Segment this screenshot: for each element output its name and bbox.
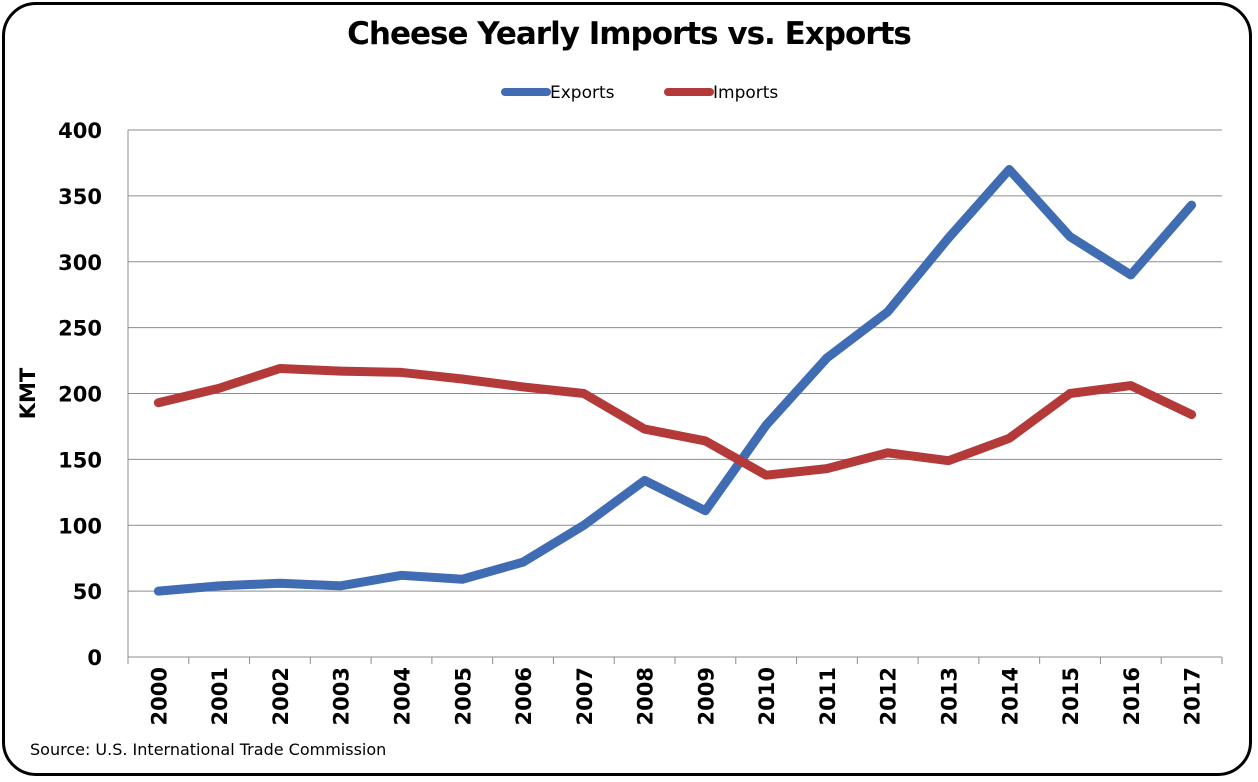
x-tick-label: 2014 bbox=[998, 667, 1022, 725]
x-tick-label: 2013 bbox=[938, 667, 962, 725]
series-line-imports bbox=[153, 363, 1197, 480]
y-tick-label: 150 bbox=[58, 448, 102, 472]
x-tick-label: 2005 bbox=[451, 667, 475, 725]
x-tick-label: 2009 bbox=[694, 667, 718, 725]
series-line-exports bbox=[153, 165, 1197, 596]
x-tick-label: 2012 bbox=[877, 667, 901, 725]
source-note: Source: U.S. International Trade Commiss… bbox=[30, 740, 387, 759]
x-tick-label: 2010 bbox=[755, 667, 779, 725]
x-tick-label: 2001 bbox=[208, 667, 232, 725]
y-tick-label: 0 bbox=[87, 646, 102, 670]
x-tick-label: 2003 bbox=[330, 667, 354, 725]
legend-label: Exports bbox=[550, 83, 615, 103]
y-tick-label: 400 bbox=[58, 119, 102, 143]
x-tick-label: 2015 bbox=[1059, 667, 1083, 725]
y-tick-label: 300 bbox=[58, 251, 102, 275]
x-tick-label: 2002 bbox=[269, 667, 293, 725]
x-tick-label: 2000 bbox=[147, 667, 171, 725]
x-tick-label: 2008 bbox=[634, 667, 658, 725]
x-tick-label: 2017 bbox=[1181, 667, 1205, 725]
y-tick-label: 200 bbox=[58, 383, 102, 407]
x-tick-label: 2011 bbox=[816, 667, 840, 725]
x-tick-label: 2004 bbox=[391, 667, 415, 725]
y-tick-label: 100 bbox=[58, 514, 102, 538]
legend-label: Imports bbox=[713, 83, 778, 103]
chart-title: Cheese Yearly Imports vs. Exports bbox=[347, 16, 912, 52]
x-tick-label: 2006 bbox=[512, 667, 536, 725]
y-tick-label: 250 bbox=[58, 317, 102, 341]
x-tick-label: 2016 bbox=[1120, 667, 1144, 725]
y-tick-label: 50 bbox=[73, 580, 102, 604]
y-tick-label: 350 bbox=[58, 185, 102, 209]
x-tick-label: 2007 bbox=[573, 667, 597, 725]
y-axis-label: KMT bbox=[16, 367, 40, 419]
